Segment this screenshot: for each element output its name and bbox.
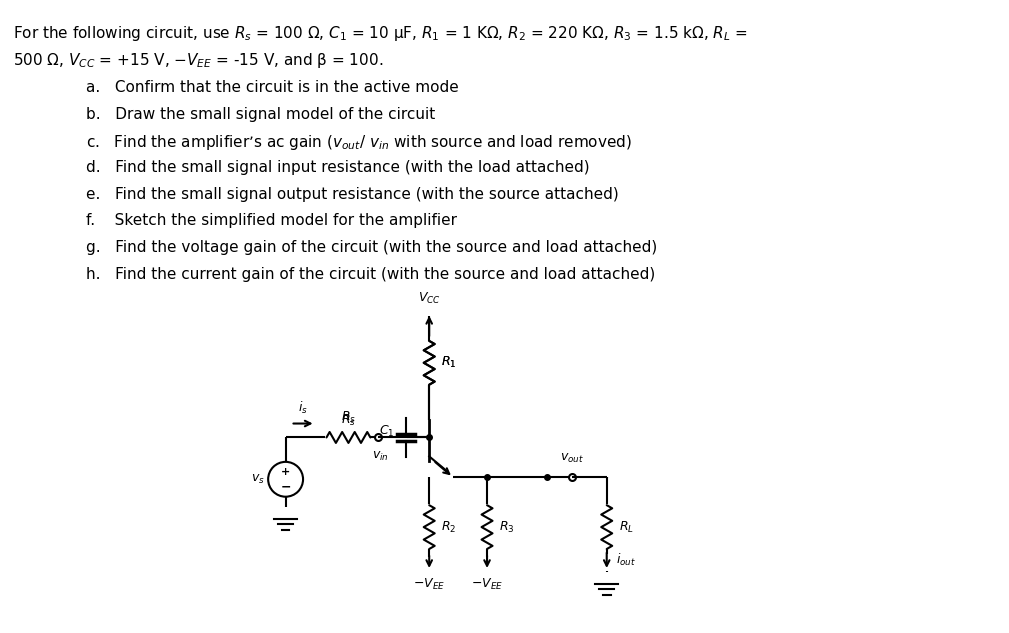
Text: $V_{CC}$: $V_{CC}$ [418,291,441,306]
Text: $R_s$: $R_s$ [341,410,356,425]
Text: $C_1$: $C_1$ [378,424,395,439]
Text: $-V_{EE}$: $-V_{EE}$ [413,577,445,592]
Text: +: + [281,467,291,477]
Text: e.   Find the small signal output resistance (with the source attached): e. Find the small signal output resistan… [86,187,619,202]
Text: h.   Find the current gain of the circuit (with the source and load attached): h. Find the current gain of the circuit … [86,267,656,282]
Text: $R_3$: $R_3$ [499,520,515,535]
Text: f.    Sketch the simplified model for the amplifier: f. Sketch the simplified model for the a… [86,213,457,229]
Text: $R_s$: $R_s$ [341,413,356,427]
Text: $v_s$: $v_s$ [251,473,264,486]
Text: −: − [281,480,291,493]
Text: g.   Find the voltage gain of the circuit (with the source and load attached): g. Find the voltage gain of the circuit … [86,240,658,255]
Text: $i_s$: $i_s$ [298,399,308,415]
Text: $v_{in}$: $v_{in}$ [372,449,388,463]
Text: b.   Draw the small signal model of the circuit: b. Draw the small signal model of the ci… [86,107,436,122]
Text: $R_L$: $R_L$ [619,520,634,535]
Text: c.   Find the amplifier’s ac gain ($v_{out}$/ $v_{in}$ with source and load remo: c. Find the amplifier’s ac gain ($v_{out… [86,134,632,153]
Text: a.   Confirm that the circuit is in the active mode: a. Confirm that the circuit is in the ac… [86,80,459,95]
Text: For the following circuit, use $R_s$ = 100 Ω, $C_1$ = 10 μF, $R_1$ = 1 KΩ, $R_2$: For the following circuit, use $R_s$ = 1… [13,24,748,43]
Text: $v_{out}$: $v_{out}$ [560,452,584,465]
Text: $R_1$: $R_1$ [441,355,457,370]
Text: $R_2$: $R_2$ [441,520,456,535]
Text: $-V_{EE}$: $-V_{EE}$ [471,577,503,592]
Text: $i_{out}$: $i_{out}$ [615,553,636,568]
Text: $R_1$: $R_1$ [441,355,457,370]
Text: 500 Ω, $V_{CC}$ = +15 V, $-V_{EE}$ = -15 V, and β = 100.: 500 Ω, $V_{CC}$ = +15 V, $-V_{EE}$ = -15… [13,51,383,70]
Text: d.   Find the small signal input resistance (with the load attached): d. Find the small signal input resistanc… [86,160,590,175]
